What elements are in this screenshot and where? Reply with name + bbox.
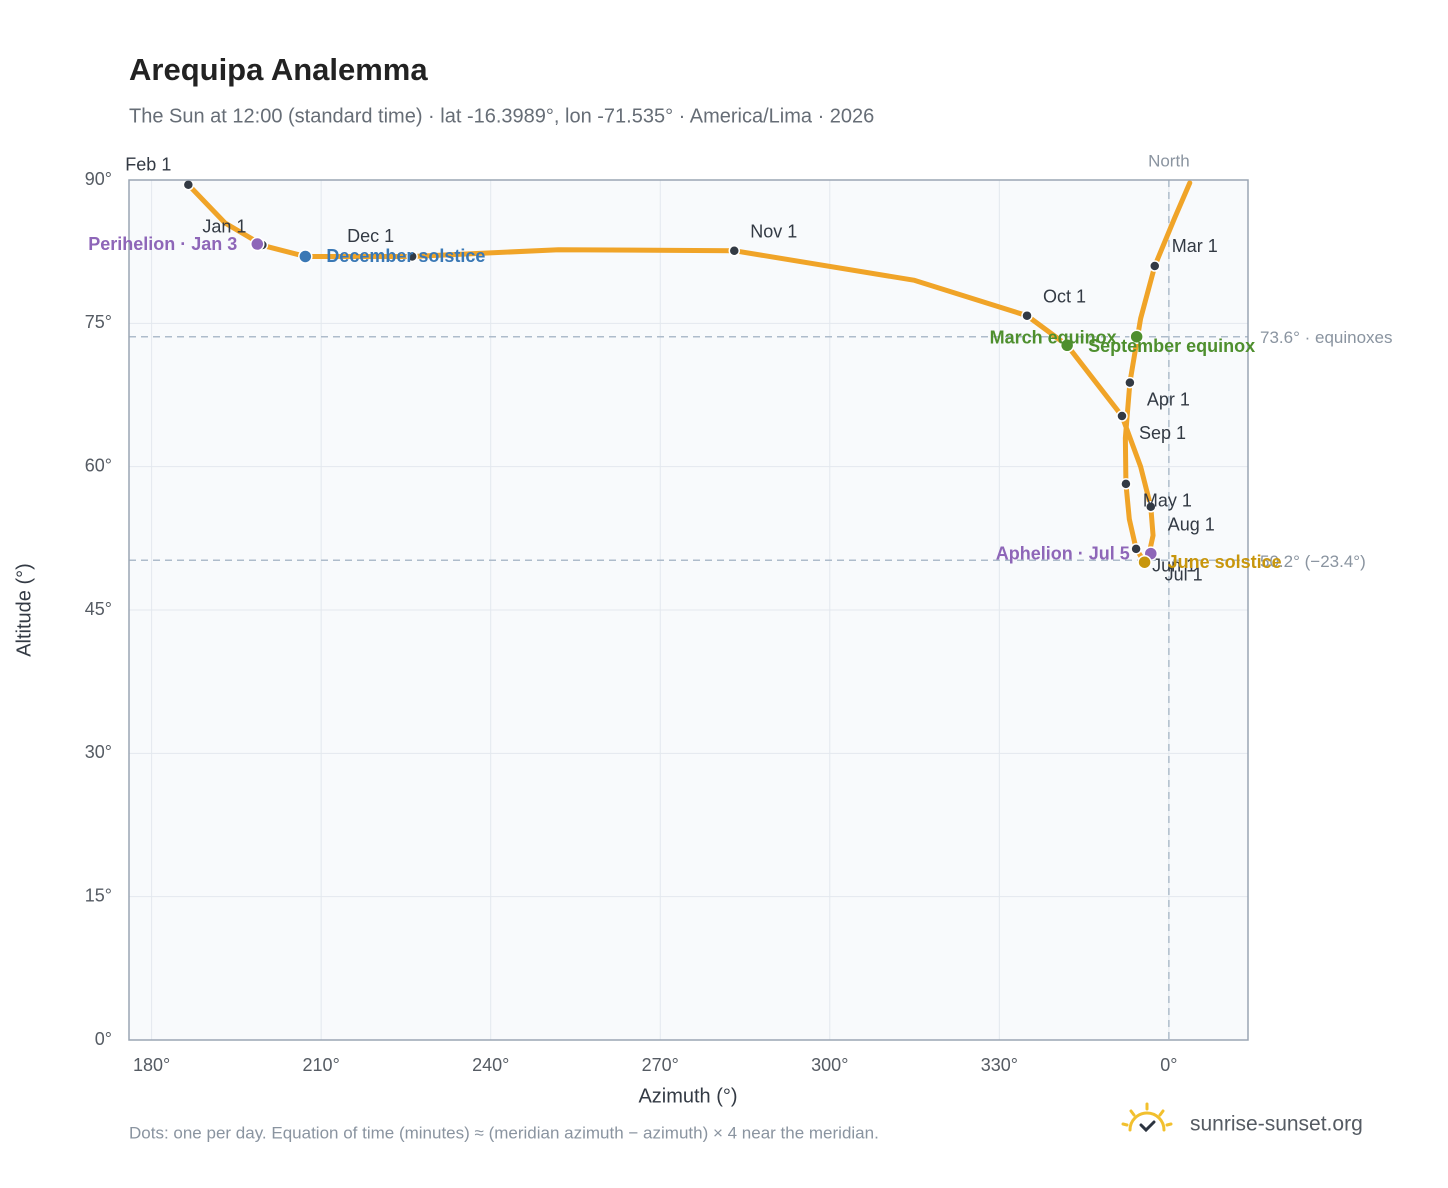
event-label: June solstice <box>1168 552 1282 572</box>
month-point <box>728 244 741 257</box>
x-tick-label: 300° <box>811 1055 848 1075</box>
y-tick-label: 15° <box>85 885 112 905</box>
month-label: May 1 <box>1143 491 1192 511</box>
event-label: March equinox <box>990 327 1117 347</box>
month-point <box>1124 376 1136 389</box>
y-tick-label: 90° <box>85 169 112 189</box>
month-point <box>406 250 418 263</box>
month-label: Jun 1 <box>1152 556 1196 576</box>
x-axis-label: Azimuth (°) <box>638 1085 737 1107</box>
analemma-line <box>185 180 1193 565</box>
x-tick-label: 180° <box>133 1055 170 1075</box>
month-point <box>182 179 195 191</box>
y-tick-label: 75° <box>85 312 112 332</box>
event-point <box>298 249 313 264</box>
month-point <box>1149 260 1161 272</box>
event-point <box>1137 554 1152 570</box>
x-tick-label: 0° <box>1160 1055 1177 1075</box>
event-point <box>250 236 265 252</box>
reference-label: 50.2° (−23.4°) <box>1260 552 1366 571</box>
month-label: Oct 1 <box>1043 286 1086 306</box>
month-point <box>1116 410 1128 422</box>
y-axis-label: Altitude (°) <box>13 563 35 657</box>
y-tick-label: 0° <box>95 1029 112 1049</box>
x-tick-label: 270° <box>642 1055 679 1075</box>
x-tick-label: 210° <box>303 1055 340 1075</box>
brand: sunrise-sunset.org <box>1190 1113 1363 1136</box>
brand-logo <box>1121 1102 1173 1133</box>
month-label: Aug 1 <box>1168 515 1215 535</box>
month-label: Sep 1 <box>1139 423 1186 443</box>
month-point <box>1145 501 1157 513</box>
month-label: Jul 1 <box>1165 564 1203 584</box>
y-tick-label: 60° <box>85 455 112 475</box>
event-point <box>1129 329 1144 344</box>
month-point <box>1130 543 1142 555</box>
month-label: Apr 1 <box>1147 389 1190 409</box>
event-label: December solstice <box>326 246 485 266</box>
reference-label: North <box>1148 151 1190 170</box>
month-label: Nov 1 <box>750 221 797 241</box>
event-label: Aphelion · Jul 5 <box>996 543 1130 563</box>
x-tick-label: 240° <box>472 1055 509 1075</box>
reference-label: 73.6° · equinoxes <box>1260 328 1393 347</box>
footnote: Dots: one per day. Equation of time (min… <box>129 1123 879 1142</box>
plot-border <box>128 179 1249 1041</box>
month-label: Dec 1 <box>347 226 394 246</box>
month-label: Feb 1 <box>125 155 171 175</box>
event-label: Perihelion · Jan 3 <box>88 234 237 254</box>
month-label: Jan 1 <box>202 217 246 237</box>
month-point <box>1021 309 1033 322</box>
y-tick-label: 45° <box>85 599 112 619</box>
month-point <box>1120 478 1132 490</box>
chart-title: Arequipa Analemma <box>129 52 428 87</box>
x-tick-label: 330° <box>981 1055 1018 1075</box>
chart-subtitle: The Sun at 12:00 (standard time) · lat -… <box>129 105 874 127</box>
y-tick-label: 30° <box>85 742 112 762</box>
event-label: September equinox <box>1088 336 1255 356</box>
month-label: Mar 1 <box>1172 236 1218 256</box>
event-point <box>1059 338 1075 353</box>
